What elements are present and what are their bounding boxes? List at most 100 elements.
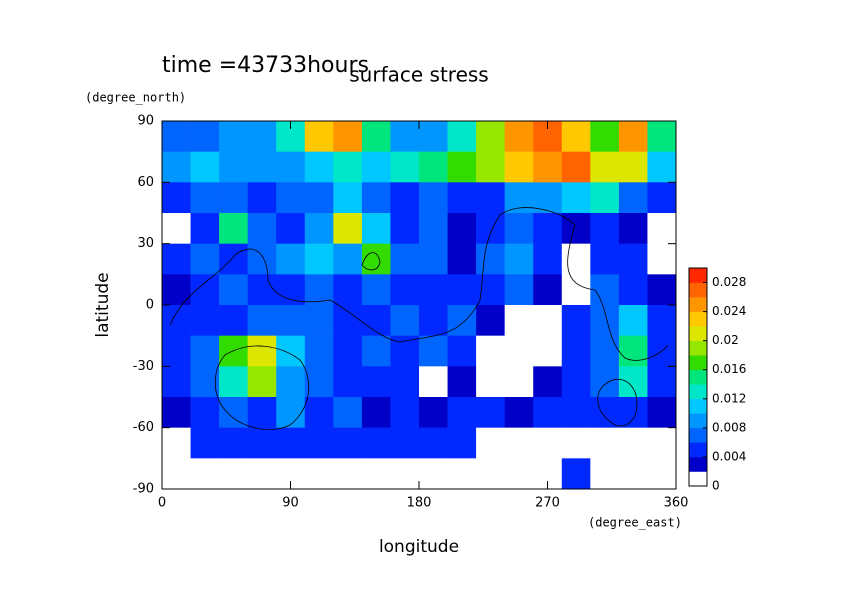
field-cell (190, 182, 220, 214)
field-cell (390, 274, 420, 306)
colorbar-tick-label: 0.012 (712, 391, 746, 405)
field-cell (247, 243, 277, 275)
field-cell (618, 305, 648, 336)
field-cell (504, 305, 534, 336)
field-cell (304, 397, 334, 428)
field-cell (219, 427, 248, 459)
field-cell (618, 397, 648, 428)
field-cell (476, 213, 505, 244)
field-cell (419, 243, 448, 275)
x-axis-title: longitude (379, 537, 459, 557)
colorbar-tick-label: 0.016 (712, 362, 746, 376)
y-tick-label: 30 (137, 236, 154, 251)
field-cell (219, 213, 248, 244)
field-cell (361, 151, 391, 183)
field-cell (504, 121, 534, 152)
field-cell (162, 397, 191, 428)
field-cell (561, 458, 591, 490)
field-cell (561, 366, 591, 398)
field-cell (333, 397, 363, 428)
field-cell (276, 335, 306, 367)
colorbar-bin (689, 282, 707, 298)
field-cell (504, 243, 534, 275)
field-cell (618, 366, 648, 398)
field-cell (504, 397, 534, 428)
field-cell (447, 366, 477, 398)
field-cell (162, 274, 191, 306)
field-cell (304, 121, 334, 152)
field-cell (419, 458, 448, 490)
field-cell (590, 397, 620, 428)
field-cell (219, 182, 248, 214)
field-cell (476, 397, 505, 428)
field-cell (162, 427, 191, 459)
field-cell (447, 121, 477, 152)
field-cell (361, 121, 391, 152)
field-cell (276, 182, 306, 214)
field-cell (190, 305, 220, 336)
field-cell (590, 335, 620, 367)
field-cell (447, 243, 477, 275)
field-cell (333, 213, 363, 244)
field-cell (533, 397, 563, 428)
field (162, 121, 677, 490)
field-cell (190, 151, 220, 183)
field-cell (419, 305, 448, 336)
field-cell (276, 213, 306, 244)
field-cell (647, 151, 677, 183)
field-cell (447, 274, 477, 306)
colorbar-bin (689, 384, 707, 400)
field-cell (333, 182, 363, 214)
field-cell (247, 397, 277, 428)
field-cell (333, 427, 363, 459)
field-cell (590, 121, 620, 152)
field-cell (361, 305, 391, 336)
field-cell (533, 243, 563, 275)
field-cell (447, 427, 477, 459)
chart-subtitle: time =43733hours (162, 53, 369, 78)
field-cell (504, 427, 534, 459)
field-cell (219, 335, 248, 367)
field-cell (361, 243, 391, 275)
field-cell (533, 151, 563, 183)
field-cell (247, 427, 277, 459)
field-cell (419, 366, 448, 398)
field-cell (304, 427, 334, 459)
field-cell (533, 366, 563, 398)
field-cell (390, 151, 420, 183)
field-cell (447, 213, 477, 244)
field-cell (390, 366, 420, 398)
field-cell (247, 366, 277, 398)
field-cell (504, 213, 534, 244)
field-cell (333, 151, 363, 183)
field-cell (390, 182, 420, 214)
field-cell (447, 151, 477, 183)
field-cell (590, 182, 620, 214)
field-cell (304, 213, 334, 244)
field-cell (618, 274, 648, 306)
y-tick-label: -90 (133, 482, 154, 497)
field-cell (447, 335, 477, 367)
field-cell (476, 335, 505, 367)
field-cell (162, 366, 191, 398)
field-cell (476, 182, 505, 214)
x-unit: (degree_east) (588, 516, 682, 530)
field-cell (304, 274, 334, 306)
field-cell (590, 427, 620, 459)
field-cell (561, 151, 591, 183)
field-cell (162, 182, 191, 214)
coastlines (169, 207, 669, 430)
field-cell (304, 335, 334, 367)
field-cell (219, 243, 248, 275)
colorbar-bin (689, 471, 707, 487)
field-cell (618, 121, 648, 152)
field-cell (533, 427, 563, 459)
field-cell (276, 274, 306, 306)
field-cell (419, 427, 448, 459)
field-cell (333, 335, 363, 367)
field-cell (247, 335, 277, 367)
field-cell (419, 151, 448, 183)
field-cell (190, 458, 220, 490)
field-cell (390, 213, 420, 244)
field-cell (476, 274, 505, 306)
